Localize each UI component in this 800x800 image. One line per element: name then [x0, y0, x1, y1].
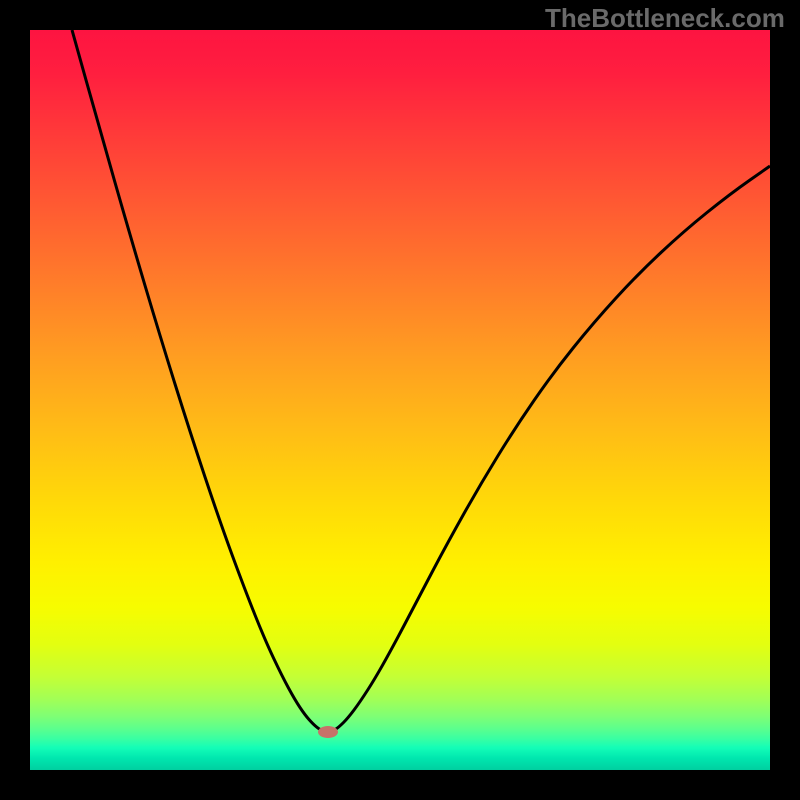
dip-marker [318, 726, 338, 738]
watermark-text: TheBottleneck.com [545, 3, 785, 34]
right-curve [333, 166, 770, 731]
left-curve [72, 30, 323, 731]
chart-curve-layer [30, 30, 770, 770]
chart-plot-area [30, 30, 770, 770]
